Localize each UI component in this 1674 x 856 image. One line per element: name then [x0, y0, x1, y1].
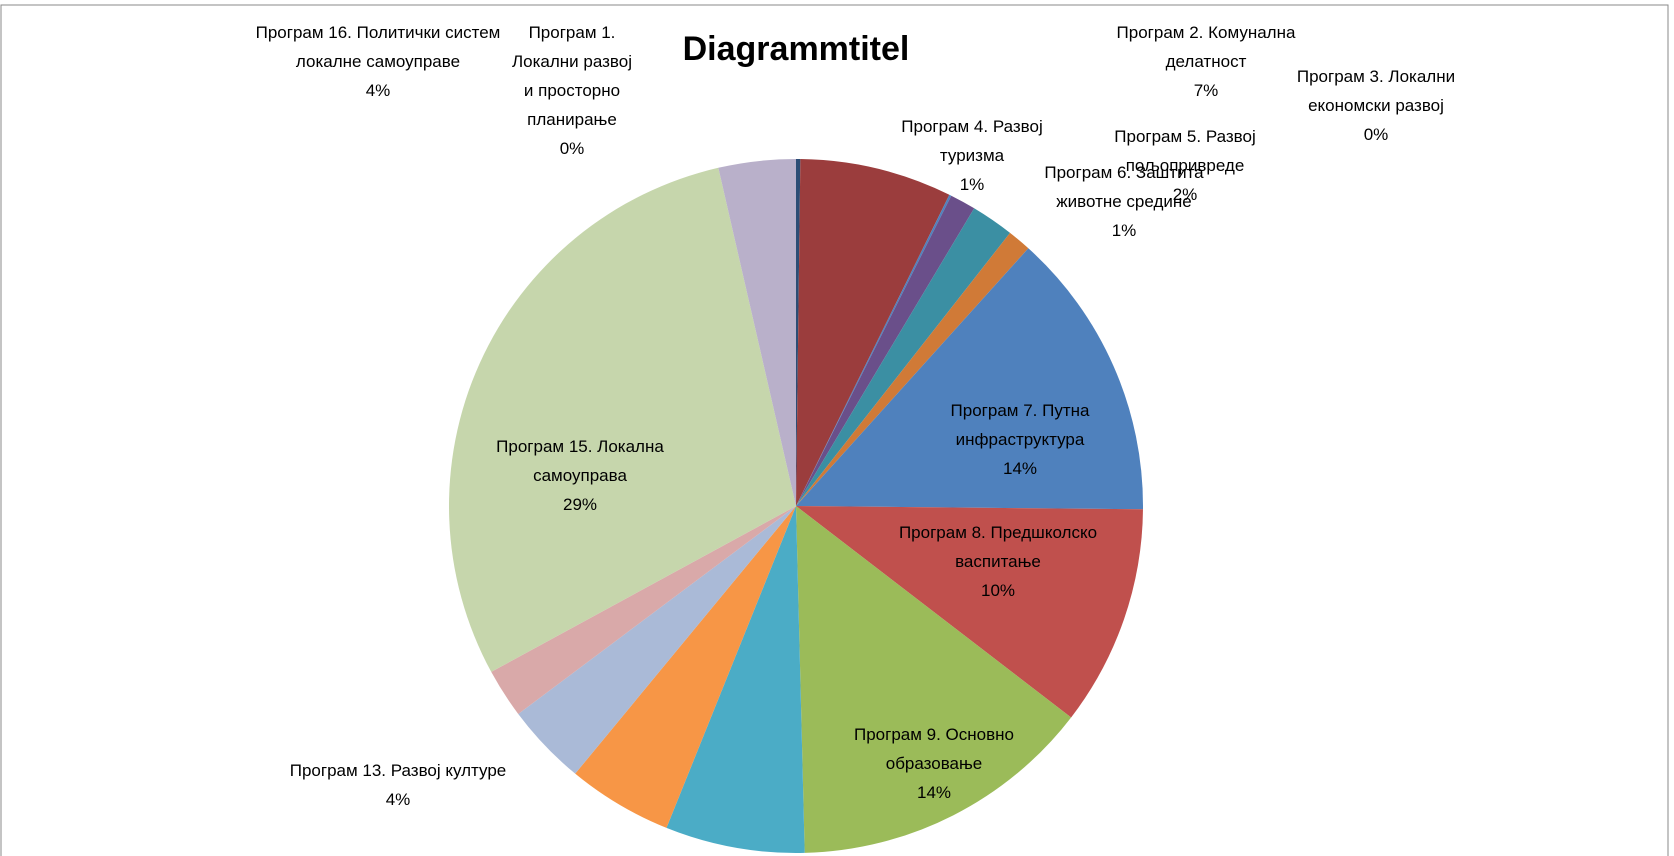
value-label: 2% [1172, 185, 1198, 204]
pie-slice [666, 506, 805, 854]
category-label: Програм 2. Комунална делатност [1116, 23, 1296, 71]
data-label: Програм 4. Развој туризма 1% [872, 112, 1072, 199]
value-label: 7% [1193, 81, 1219, 100]
value-label: 0% [1363, 125, 1389, 144]
category-label: Програм 8. Предшколско васпитање [898, 523, 1098, 571]
pie-slice [518, 506, 796, 774]
data-label: Програм 2. Комунална делатност 7% [1086, 18, 1326, 105]
value-label: 4% [385, 790, 411, 809]
category-label: Програм 9. Основно образовање [854, 725, 1014, 773]
data-label: Програм 16. Политички систем локалне сам… [253, 18, 503, 105]
data-label: Програм 13. Развој културе 4% [238, 756, 558, 814]
pie-slice [796, 232, 1029, 506]
value-label: 0% [559, 139, 585, 158]
chart-title: Diagrammtitel [682, 30, 910, 68]
data-label: Програм 15. Локална самоуправа 29% [460, 432, 700, 519]
value-label: 14% [916, 783, 952, 802]
data-label: Програм 8. Предшколско васпитање 10% [858, 518, 1138, 605]
category-label: Програм 16. Политички систем локалне сам… [255, 23, 501, 71]
pie-slice [575, 506, 796, 828]
data-label: Програм 5. Развој пољопривреде 2% [1085, 122, 1285, 209]
value-label: 14% [1002, 459, 1038, 478]
category-label: Програм 15. Локална самоуправа [496, 437, 664, 485]
data-label: Програм 7. Путна инфраструктура 14% [920, 396, 1120, 483]
pie-slice [491, 506, 796, 714]
data-label: Програм 6. Заштита животне средине 1% [1024, 158, 1224, 245]
pie-slice [796, 208, 1011, 506]
pie-slice [796, 159, 950, 506]
pie-slice [796, 195, 975, 507]
pie-slice [448, 167, 796, 672]
value-label: 1% [1111, 221, 1137, 240]
category-label: Програм 4. Развој туризма [901, 117, 1043, 165]
data-label: Програм 1. Локални развој и просторно пл… [512, 18, 632, 163]
data-label: Програм 9. Основно образовање 14% [819, 720, 1049, 807]
pie-slice [796, 506, 1143, 718]
value-label: 10% [980, 581, 1016, 600]
pie-slice [796, 248, 1143, 510]
frame [0, 4, 1669, 856]
category-label: Програм 13. Развој културе [289, 761, 507, 780]
category-label: Програм 5. Развој пољопривреде [1114, 127, 1256, 175]
category-label: Програм 3. Локални економски развој [1296, 67, 1456, 115]
pie-slice [718, 159, 796, 506]
value-label: 29% [562, 495, 598, 514]
value-label: 1% [959, 175, 985, 194]
value-label: 4% [365, 81, 391, 100]
pie-slice [796, 159, 801, 506]
category-label: Програм 7. Путна инфраструктура [950, 401, 1090, 449]
pie-slice [796, 506, 1072, 853]
category-label: Програм 6. Заштита животне средине [1044, 163, 1204, 211]
category-label: Програм 1. Локални развој и просторно пл… [512, 23, 632, 129]
data-label: Програм 3. Локални економски развој 0% [1271, 62, 1481, 149]
pie-slice [796, 194, 952, 506]
